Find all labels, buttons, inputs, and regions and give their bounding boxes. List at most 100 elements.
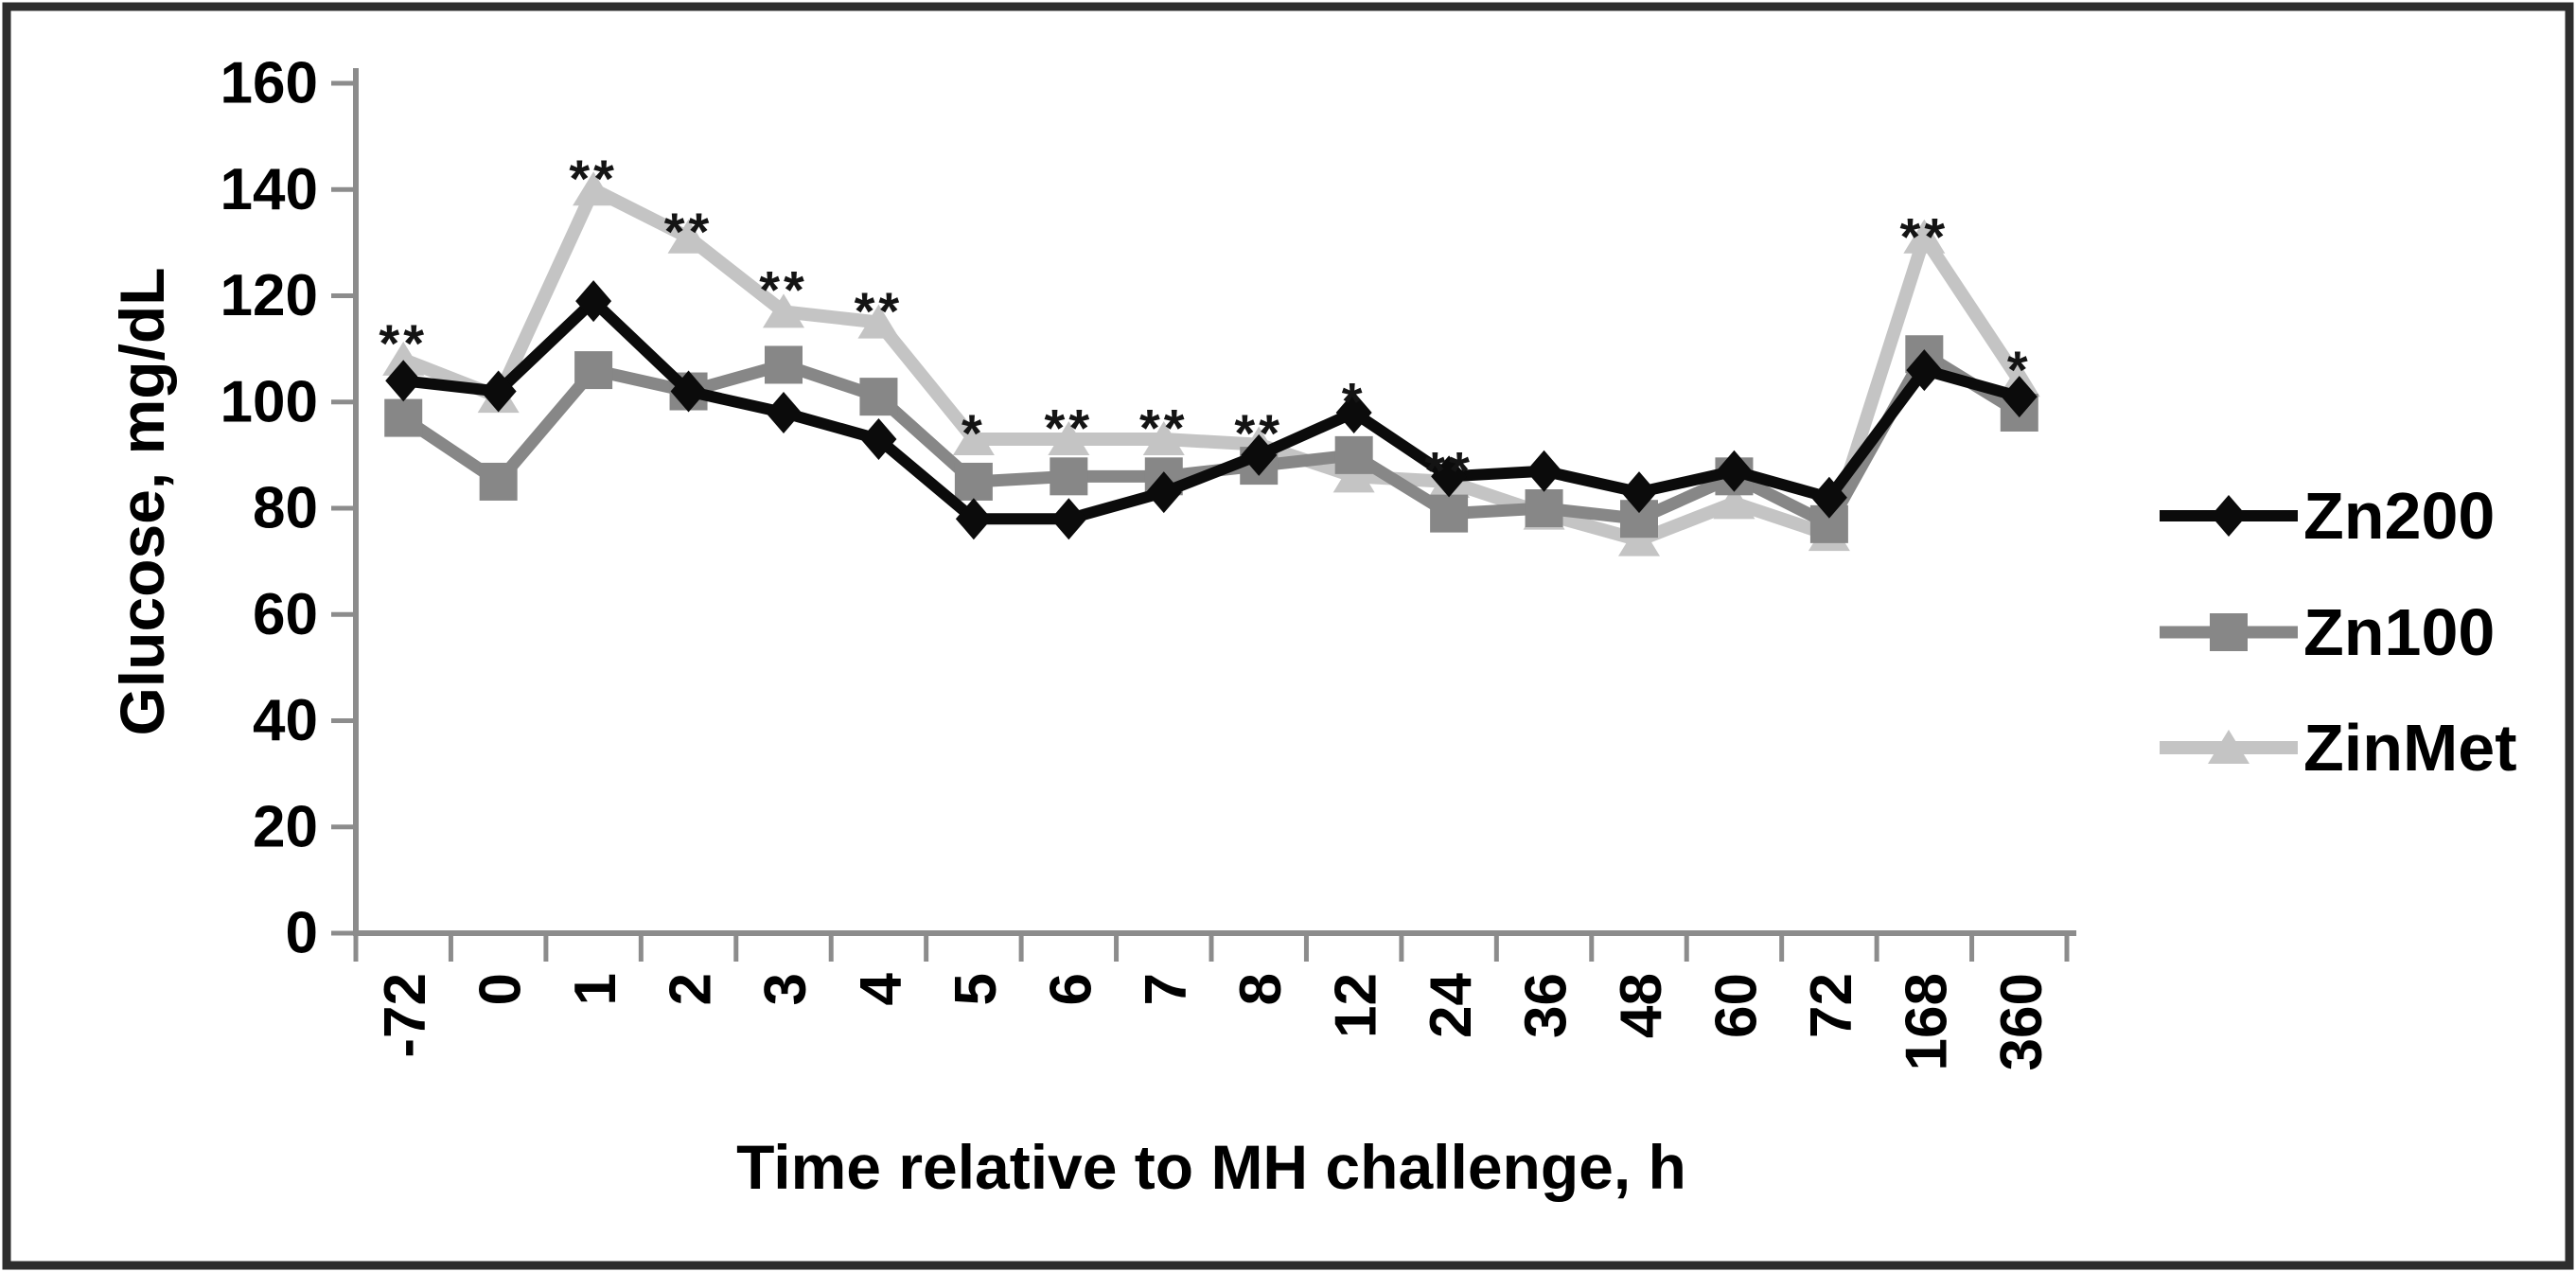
data-point-Zn200-6 (1050, 498, 1087, 540)
x-axis-title: Time relative to MH challenge, h (736, 1132, 1686, 1202)
y-tick-label: 160 (221, 51, 318, 116)
data-point-Zn200-0 (480, 370, 517, 413)
data-point-Zn200-72 (1810, 476, 1847, 519)
legend-item-Zn200: Zn200 (2160, 479, 2495, 553)
data-point-Zn100-6 (1050, 457, 1088, 496)
data-point-ZinMet--72 (382, 341, 425, 376)
significance-mark: ** (569, 149, 618, 208)
legend-label: Zn200 (2303, 479, 2495, 553)
legend-marker-square-icon (2210, 613, 2248, 651)
data-point-Zn200-60 (1716, 450, 1753, 492)
data-point-Zn200-48 (1621, 471, 1657, 514)
x-tick-label: 3 (753, 973, 819, 1005)
data-point-ZinMet-168 (1903, 219, 1946, 254)
significance-mark: ** (379, 313, 428, 373)
data-point-ZinMet-1 (573, 171, 615, 206)
x-tick-label: 60 (1703, 973, 1769, 1038)
data-point-ZinMet-6 (1048, 421, 1090, 456)
y-tick-label: 40 (253, 688, 318, 753)
significance-mark: ** (664, 202, 714, 261)
x-tick-label: 12 (1324, 973, 1389, 1038)
legend-marker-diamond-icon (2211, 495, 2247, 537)
data-point-Zn200-5 (955, 498, 992, 540)
y-tick-label: 60 (253, 582, 318, 647)
data-point-ZinMet-12 (1332, 458, 1375, 493)
data-point-Zn100--72 (384, 398, 423, 437)
legend-marker-triangle-icon (2208, 730, 2250, 764)
x-tick-label: 4 (848, 972, 913, 1005)
y-tick-label: 100 (221, 369, 318, 434)
y-axis-title: Glucose, mg/dL (107, 267, 177, 735)
data-point-Zn100-3 (765, 345, 803, 384)
significance-mark: * (2007, 340, 2032, 399)
data-point-Zn200-1 (575, 280, 612, 323)
data-point-Zn100-1 (574, 351, 613, 390)
data-point-Zn200-12 (1335, 391, 1372, 433)
data-point-Zn100-4 (859, 378, 898, 416)
significance-mark: ** (1139, 398, 1189, 458)
y-tick-label: 120 (221, 263, 318, 328)
data-point-Zn100-0 (479, 462, 518, 501)
x-tick-label: 2 (659, 973, 724, 1005)
series-line-ZinMet (400, 180, 2025, 548)
significance-mark: ** (1234, 403, 1283, 463)
data-point-Zn100-36 (1525, 489, 1563, 527)
legend-item-Zn100: Zn100 (2160, 595, 2495, 669)
data-point-ZinMet-4 (857, 304, 900, 339)
data-point-Zn100-12 (1334, 435, 1373, 474)
x-tick-label: 6 (1038, 973, 1103, 1005)
legend-label: Zn100 (2303, 595, 2495, 669)
data-point-Zn200-36 (1526, 450, 1562, 492)
y-tick-label: 20 (253, 794, 318, 859)
significance-mark: ** (1900, 207, 1950, 267)
x-tick-label: 36 (1514, 973, 1579, 1038)
x-tick-label: 5 (944, 973, 1009, 1005)
data-point-Zn200-8 (1241, 433, 1278, 476)
legend-label: ZinMet (2303, 711, 2517, 785)
data-point-ZinMet-7 (1142, 421, 1185, 456)
significance-mark: * (962, 403, 986, 463)
data-point-Zn200--72 (385, 360, 422, 402)
y-tick-label: 80 (253, 476, 318, 541)
data-point-Zn200-4 (860, 418, 897, 461)
y-tick-label: 140 (221, 157, 318, 222)
significance-mark: ** (759, 260, 808, 320)
significance-mark: * (1342, 372, 1367, 432)
x-tick-label: 72 (1799, 973, 1864, 1038)
x-tick-label: 7 (1134, 973, 1199, 1005)
data-point-ZinMet-48 (1618, 521, 1660, 556)
data-point-Zn200-7 (1145, 471, 1182, 514)
data-point-ZinMet-2 (667, 219, 710, 254)
y-tick-label: 0 (286, 901, 318, 966)
x-tick-label: 0 (468, 973, 534, 1005)
data-point-ZinMet-5 (952, 421, 995, 456)
series-Zn200 (385, 280, 2038, 540)
legend-item-ZinMet: ZinMet (2160, 711, 2517, 785)
annotations-layer: ******** *** ** ** ******** (379, 149, 2032, 501)
x-tick-label: 1 (563, 973, 628, 1005)
series-layer (382, 171, 2040, 556)
data-point-ZinMet-60 (1713, 485, 1756, 520)
legend: Zn200 Zn100 ZinMet (2160, 479, 2517, 785)
data-point-Zn200-24 (1431, 455, 1468, 498)
data-point-Zn100-24 (1430, 494, 1469, 533)
data-point-Zn200-360 (2001, 376, 2038, 418)
data-point-ZinMet-3 (763, 293, 804, 328)
x-tick-label: -72 (373, 973, 438, 1058)
x-tick-label: 360 (1989, 973, 2055, 1070)
data-point-Zn200-168 (1906, 349, 1943, 392)
significance-mark: ** (1424, 440, 1473, 500)
x-tick-label: 48 (1609, 973, 1674, 1038)
x-tick-label: 8 (1228, 973, 1294, 1005)
significance-mark: ** (1045, 398, 1094, 458)
x-tick-label: 24 (1419, 972, 1484, 1037)
data-point-Zn200-2 (670, 370, 707, 413)
data-point-Zn200-3 (766, 391, 802, 433)
x-tick-label: 168 (1894, 973, 1959, 1070)
significance-mark: ** (855, 281, 904, 341)
series-line-Zn200 (402, 292, 2021, 525)
